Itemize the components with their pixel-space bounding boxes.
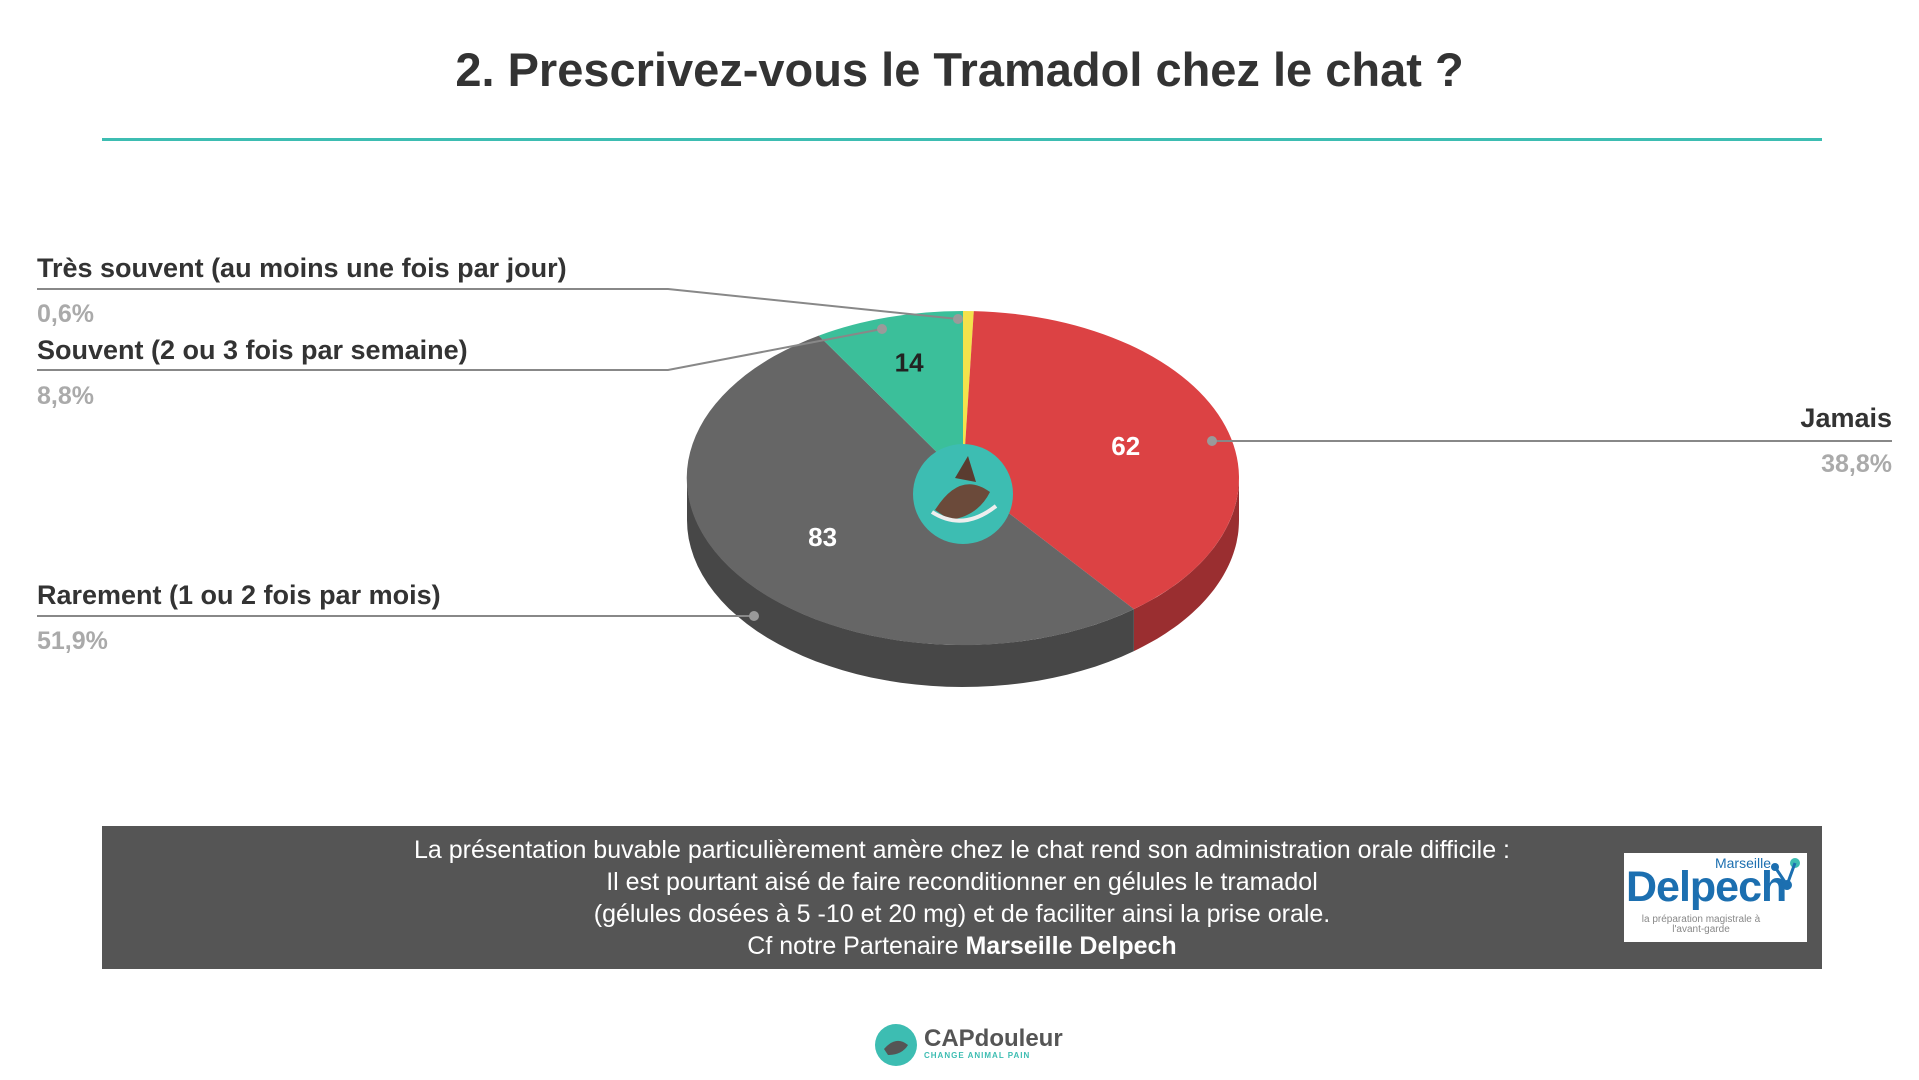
callout-percent: 38,8% <box>1821 450 1892 478</box>
leader-dot <box>1207 436 1217 446</box>
note-line-1: La présentation buvable particulièrement… <box>414 836 1510 864</box>
pie-slice[interactable] <box>963 310 974 478</box>
title-divider <box>102 138 1822 141</box>
page-title: 2. Prescrivez-vous le Tramadol chez le c… <box>455 43 1464 96</box>
partner-logo-tagline: la préparation magistrale à l'avant-gard… <box>1641 914 1761 935</box>
pie-slice[interactable] <box>686 335 1134 646</box>
leader-dot <box>749 611 759 621</box>
callout-label: Jamais <box>1800 403 1892 433</box>
pie-top-faces <box>686 310 1239 646</box>
capdouleur-logo: CAPdouleur CHANGE ANIMAL PAIN <box>874 1023 1063 1067</box>
pie-value-label: 62 <box>1111 431 1140 461</box>
callout-percent: 0,6% <box>37 300 94 328</box>
molecule-icon <box>1771 858 1800 890</box>
pie-value-label: 14 <box>895 347 924 377</box>
note-line-4: Cf notre Partenaire Marseille Delpech <box>102 930 1822 962</box>
leader-line <box>37 288 959 320</box>
leader-dot <box>877 324 887 334</box>
note-line-3: (gélules dosées à 5 -10 et 20 mg) et de … <box>593 900 1331 928</box>
partner-logo-city: Marseille <box>1714 855 1771 871</box>
brand-name: CAPdouleur <box>924 1025 1063 1052</box>
center-logo-icon <box>913 444 1013 544</box>
note-line-4-prefix: Cf notre Partenaire <box>747 932 966 960</box>
pie-value-label: 83 <box>808 522 837 552</box>
leader-dot <box>953 314 963 324</box>
callout-label: Souvent (2 ou 3 fois par semaine) <box>37 335 468 365</box>
pie-side-62 <box>1133 478 1239 652</box>
pie-leader-lines <box>37 288 1892 621</box>
pie-callout-labels: Très souvent (au moins une fois par jour… <box>37 253 1892 655</box>
callout-label: Très souvent (au moins une fois par jour… <box>37 253 567 283</box>
info-note-box: La présentation buvable particulièrement… <box>102 826 1822 969</box>
leader-line <box>37 328 883 371</box>
pie-value-labels: 62 83 14 <box>808 347 1140 552</box>
partner-logo-name: Delpech <box>1626 863 1787 911</box>
callout-percent: 51,9% <box>37 627 108 655</box>
pie-side-83 <box>687 478 1134 687</box>
note-line-2: Il est pourtant aisé de faire reconditio… <box>606 868 1318 896</box>
partner-name-bold: Marseille Delpech <box>965 932 1177 960</box>
capdouleur-icon <box>875 1024 917 1066</box>
pie-slice[interactable] <box>818 311 963 478</box>
callout-percent: 8,8% <box>37 382 94 410</box>
pie-3d-sides <box>687 478 1239 687</box>
info-note-text: La présentation buvable particulièrement… <box>102 834 1822 962</box>
callout-label: Rarement (1 ou 2 fois par mois) <box>37 580 441 610</box>
brand-tagline: CHANGE ANIMAL PAIN <box>924 1051 1031 1060</box>
pie-chart: 62 83 14 Très souvent (au moins une fois p… <box>37 253 1892 687</box>
pie-slice[interactable] <box>963 311 1239 610</box>
partner-logo[interactable]: Marseille Delpech la préparation magistr… <box>1624 853 1807 942</box>
